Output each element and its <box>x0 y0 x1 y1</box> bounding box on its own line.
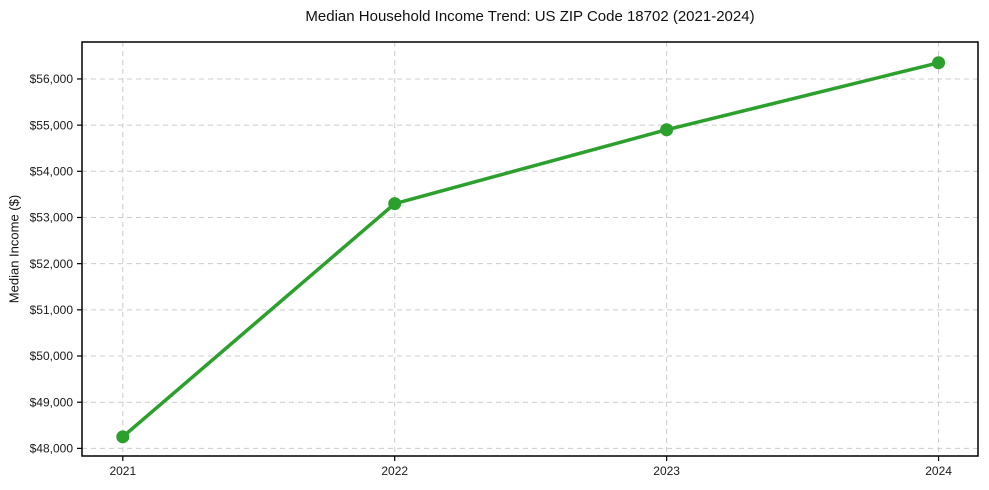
data-point-2024 <box>932 56 946 70</box>
data-point-2023 <box>660 123 674 137</box>
data-point-2021 <box>116 430 130 444</box>
y-tick-label: $54,000 <box>30 165 74 179</box>
trend-line <box>121 61 941 439</box>
y-tick-label: $56,000 <box>30 72 74 86</box>
plot-border <box>81 41 979 457</box>
y-tick-label: $53,000 <box>30 211 74 225</box>
y-tick-label: $48,000 <box>30 442 74 456</box>
y-tick-label: $52,000 <box>30 257 74 271</box>
x-tick-label: 2023 <box>653 464 680 478</box>
y-tick-label: $55,000 <box>30 118 74 132</box>
x-tick-label: 2022 <box>381 464 408 478</box>
y-tick-label: $49,000 <box>30 395 74 409</box>
chart-title: Median Household Income Trend: US ZIP Co… <box>305 8 755 25</box>
y-tick-label: $51,000 <box>30 303 74 317</box>
y-tick-label: $50,000 <box>30 349 74 363</box>
data-point-2022 <box>388 197 402 211</box>
x-tick-label: 2024 <box>925 464 952 478</box>
x-tick-label: 2021 <box>109 464 136 478</box>
